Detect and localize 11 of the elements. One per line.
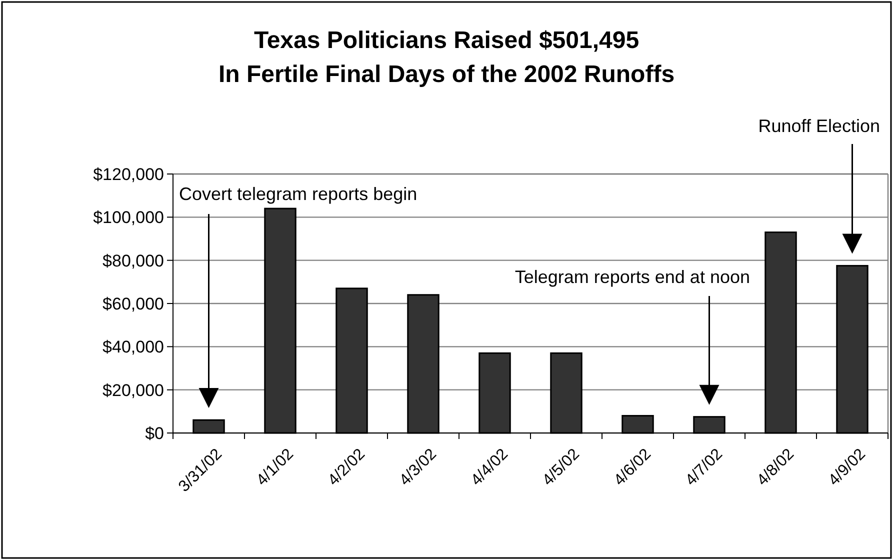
y-tick-label: $20,000 <box>102 380 164 400</box>
y-tick-label: $120,000 <box>93 164 164 184</box>
text: Runoff Election <box>758 116 880 136</box>
y-tick-label: $40,000 <box>102 338 164 357</box>
y-tick-label: $0 <box>145 424 164 443</box>
y-tick-label: $100,000 <box>93 208 164 228</box>
annotation: Telegram reports end at noon <box>514 267 750 287</box>
annotation: Covert telegram reports begin <box>179 184 418 204</box>
chart-title: Texas Politicians Raised $501,495 In Fertile Final Days of the 2002 Runoffs <box>218 27 675 88</box>
y-tick-label: $60,000 <box>102 294 164 314</box>
y-tick-label: $80,000 <box>102 251 164 270</box>
